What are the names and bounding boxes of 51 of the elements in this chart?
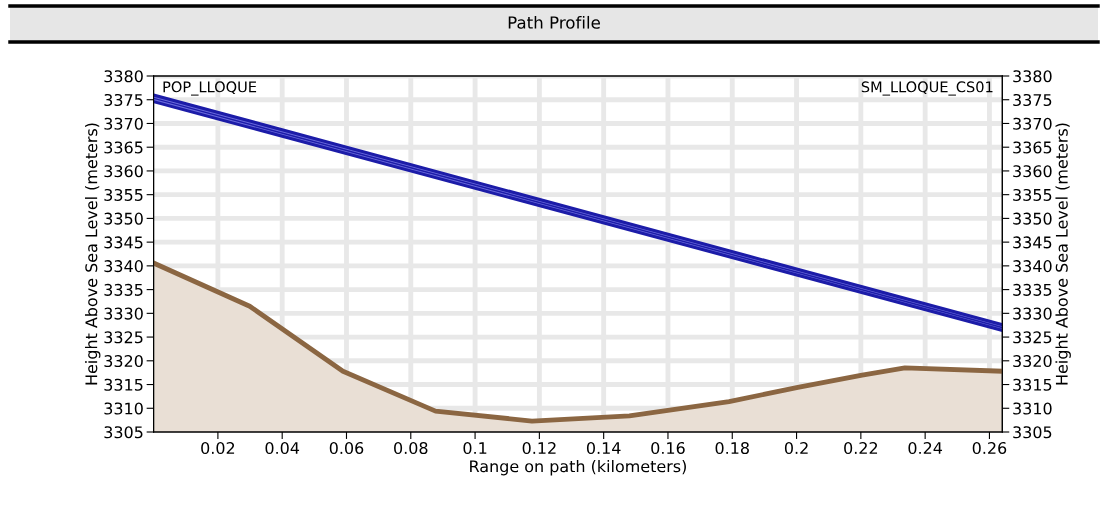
y-tick-label: 3370 — [104, 117, 143, 130]
y2-tick-label: 3340 — [1013, 260, 1052, 273]
x-tick-label: 0.02 — [201, 442, 235, 455]
y-tick-label: 3305 — [104, 426, 143, 439]
y2-tick-label: 3350 — [1013, 212, 1052, 225]
y-tick-label: 3360 — [104, 165, 143, 178]
y2-tick-label: 3325 — [1013, 331, 1052, 344]
y-tick-label: 3325 — [104, 331, 143, 344]
y2-tick-label: 3330 — [1013, 307, 1052, 320]
y-tick-label: 3350 — [104, 212, 143, 225]
y-tick-label: 3315 — [104, 378, 143, 391]
x-tick-label: 0.2 — [784, 442, 808, 455]
x-tick-label: 0.26 — [972, 442, 1007, 455]
x-tick-label: 0.22 — [844, 442, 878, 455]
x-tick-label: 0.1 — [463, 442, 487, 455]
y2-tick-label: 3365 — [1013, 141, 1052, 154]
y2-tick-label: 3375 — [1013, 93, 1052, 107]
x-tick-label: 0.24 — [908, 442, 943, 455]
x-tick-label: 0.16 — [651, 442, 685, 455]
y2-tick-label: 3355 — [1013, 188, 1052, 201]
x-tick-label: 0.12 — [522, 442, 556, 455]
y-tick-label: 3310 — [104, 402, 143, 415]
y-tick-label: 3375 — [104, 93, 143, 107]
y-tick-label: 3340 — [104, 260, 143, 273]
y2-tick-label: 3310 — [1013, 402, 1052, 415]
y-tick-label: 3330 — [104, 307, 143, 320]
y2-tick-label: 3360 — [1013, 165, 1052, 178]
y2-tick-label: 3380 — [1013, 70, 1052, 83]
x-tick-label: 0.18 — [715, 442, 749, 455]
annotation: POP_LLOQUE — [163, 81, 257, 96]
y2-tick-label: 3315 — [1013, 378, 1052, 391]
y-axis-title: Height Above Sea Level (meters) — [84, 123, 101, 385]
y2-tick-label: 3370 — [1013, 117, 1052, 130]
x-tick-label: 0.08 — [394, 442, 428, 455]
y-tick-label: 3345 — [104, 236, 143, 249]
y2-axis-title: Height Above Sea Level (meters) — [1055, 123, 1071, 385]
y2-tick-label: 3345 — [1013, 236, 1052, 249]
y-tick-label: 3335 — [104, 283, 143, 296]
x-tick-label: 0.14 — [586, 442, 621, 455]
annotation: SM_LLOQUE_CS01 — [861, 81, 993, 96]
x-tick-label: 0.06 — [329, 442, 364, 455]
x-axis-title: Range on path (kilometers) — [470, 459, 686, 476]
y-tick-label: 3365 — [104, 141, 143, 154]
y2-tick-label: 3320 — [1013, 355, 1052, 368]
y2-tick-label: 3305 — [1013, 426, 1052, 439]
chart-title: Path Profile — [508, 15, 600, 29]
y-tick-label: 3320 — [104, 355, 143, 368]
x-tick-label: 0.04 — [265, 442, 300, 455]
y-tick-label: 3355 — [104, 188, 143, 201]
y-tick-label: 3380 — [104, 70, 143, 83]
y2-tick-label: 3335 — [1013, 283, 1052, 296]
